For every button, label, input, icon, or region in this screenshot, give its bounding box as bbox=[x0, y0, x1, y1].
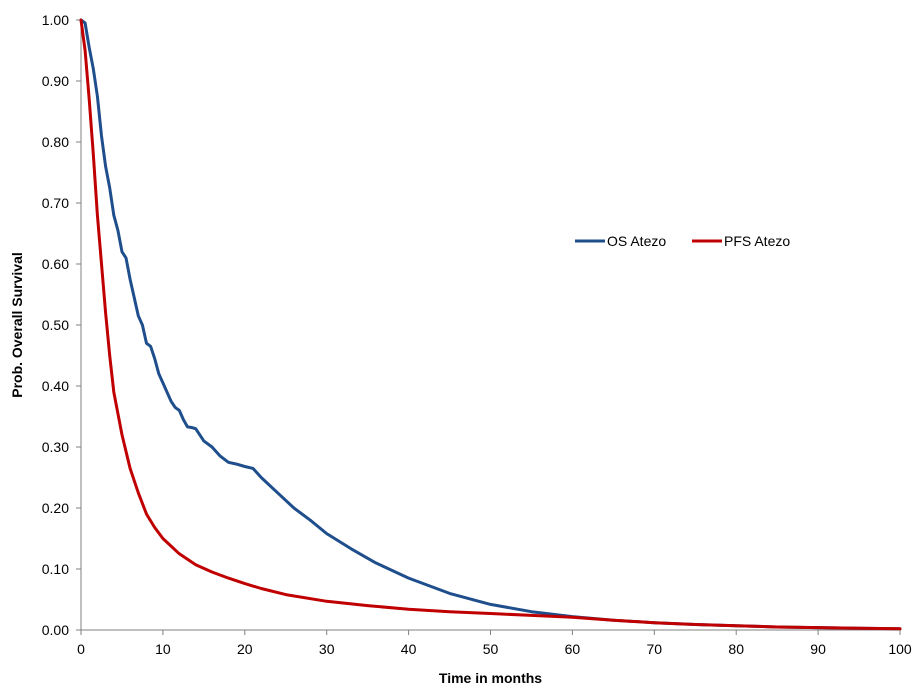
x-tick-label: 50 bbox=[483, 641, 499, 657]
x-tick-label: 20 bbox=[237, 641, 253, 657]
series-line-os-atezo bbox=[79, 18, 902, 631]
legend-label-os-atezo: OS Atezo bbox=[607, 233, 666, 249]
y-tick-label: 0.50 bbox=[42, 317, 69, 333]
x-axis-title: Time in months bbox=[439, 670, 542, 686]
y-tick-label: 0.20 bbox=[42, 500, 69, 516]
x-tick-label: 80 bbox=[728, 641, 744, 657]
legend-label-pfs-atezo: PFS Atezo bbox=[724, 233, 790, 249]
x-tick-label: 40 bbox=[401, 641, 417, 657]
series-line-pfs-atezo bbox=[79, 18, 902, 631]
x-tick-label: 100 bbox=[888, 641, 912, 657]
y-tick-label: 0.70 bbox=[42, 195, 69, 211]
x-tick-label: 70 bbox=[647, 641, 663, 657]
y-tick-label: 0.30 bbox=[42, 439, 69, 455]
tick-labels: 0 10 20 30 40 50 60 70 80 90 100 0.00 0.10 0.20 0.30 0.… bbox=[42, 12, 912, 657]
x-tick-label: 60 bbox=[565, 641, 581, 657]
y-tick-label: 0.80 bbox=[42, 134, 69, 150]
x-tick-label: 90 bbox=[810, 641, 826, 657]
y-tick-label: 0.00 bbox=[42, 622, 69, 638]
y-tick-label: 0.10 bbox=[42, 561, 69, 577]
x-tick-label: 0 bbox=[77, 641, 85, 657]
legend: OS Atezo PFS Atezo bbox=[575, 233, 790, 249]
y-tick-label: 0.90 bbox=[42, 73, 69, 89]
y-tick-label: 0.60 bbox=[42, 256, 69, 272]
y-tick-label: 1.00 bbox=[42, 12, 69, 28]
axes bbox=[76, 19, 901, 635]
y-axis-title: Prob. Overall Survival bbox=[9, 252, 25, 398]
series-lines bbox=[79, 18, 902, 631]
y-tick-label: 0.40 bbox=[42, 378, 69, 394]
x-tick-label: 30 bbox=[319, 641, 335, 657]
x-tick-label: 10 bbox=[155, 641, 171, 657]
